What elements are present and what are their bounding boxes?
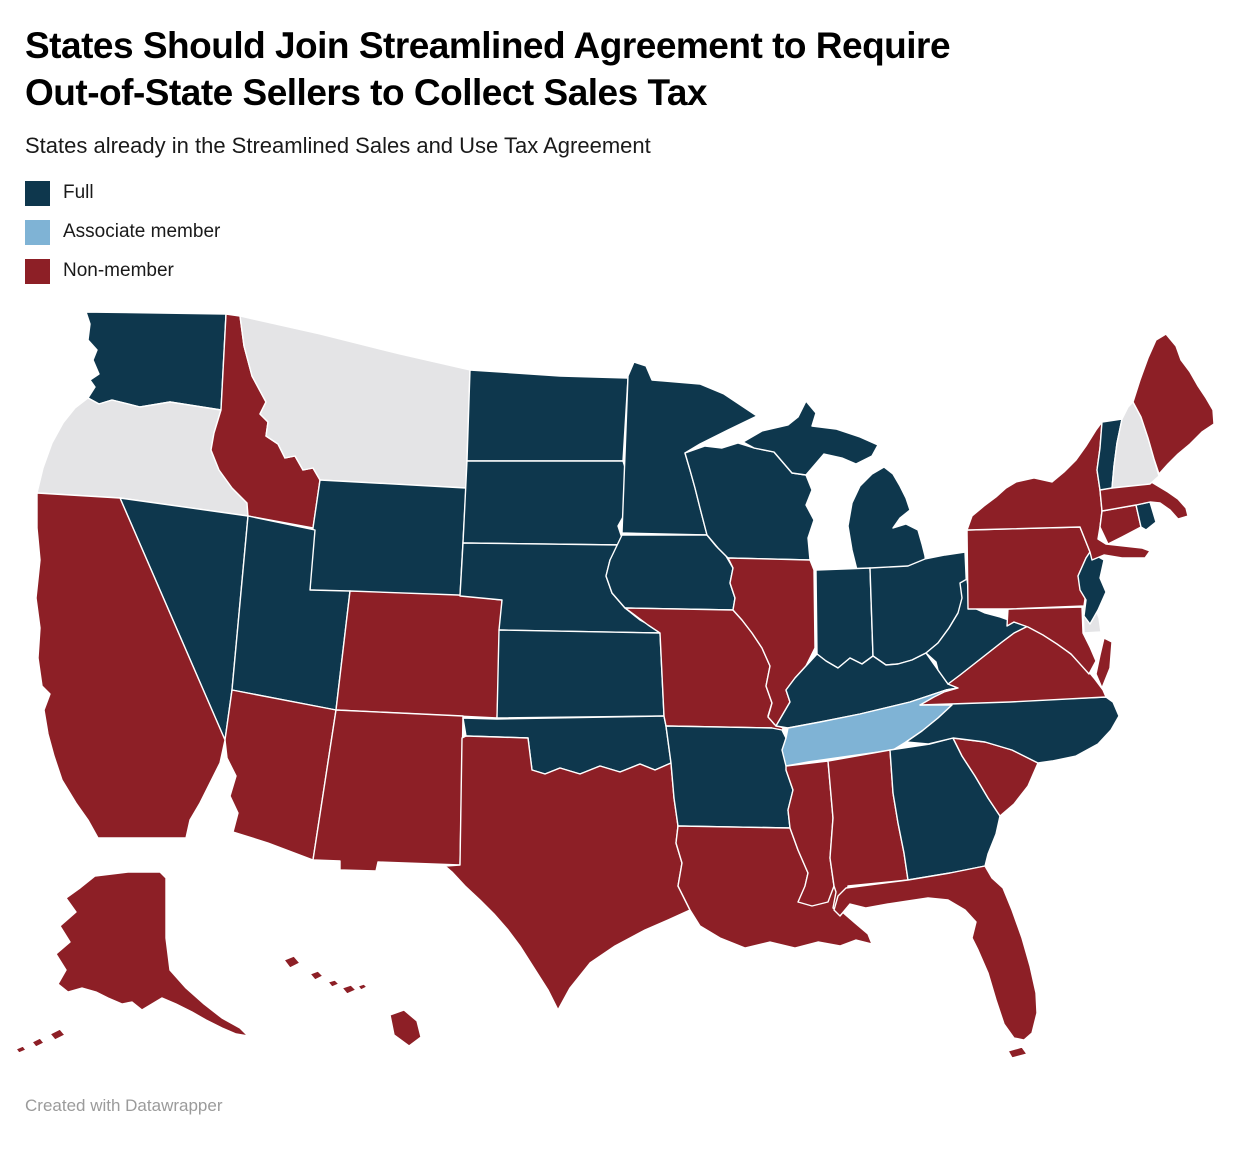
legend-swatch-full (25, 180, 50, 206)
legend-swatch-non-member (25, 258, 50, 284)
state-ar[interactable] (665, 725, 794, 829)
legend-item-associate: Associate member (25, 219, 1215, 245)
state-md[interactable] (1006, 606, 1113, 689)
state-wy[interactable] (309, 479, 467, 597)
state-pa[interactable] (966, 526, 1091, 610)
attribution: Created with Datawrapper (25, 1095, 223, 1115)
state-il[interactable] (727, 557, 816, 727)
state-wi[interactable] (684, 442, 815, 561)
us-choropleth-map (0, 298, 1240, 1088)
legend-label-associate: Associate member (63, 221, 221, 243)
legend-item-full: Full (25, 180, 1215, 206)
legend: Full Associate member Non-member (25, 180, 1215, 284)
state-nc[interactable] (905, 696, 1120, 764)
legend-label-non-member: Non-member (63, 260, 174, 282)
state-nd[interactable] (466, 369, 629, 462)
state-sd[interactable] (462, 460, 631, 546)
state-me[interactable] (1132, 333, 1215, 475)
state-nj[interactable] (1077, 551, 1107, 625)
legend-swatch-associate (25, 219, 50, 245)
state-wa[interactable] (85, 311, 227, 411)
legend-item-non-member: Non-member (25, 258, 1215, 284)
page-title: States Should Join Streamlined Agreement… (25, 25, 951, 114)
state-ca[interactable] (35, 492, 226, 839)
state-co[interactable] (335, 590, 503, 719)
state-fl[interactable] (833, 865, 1038, 1059)
state-nm[interactable] (312, 709, 464, 872)
state-ak[interactable] (15, 871, 249, 1054)
state-mt[interactable] (239, 315, 471, 489)
state-ks[interactable] (496, 629, 665, 719)
state-in[interactable] (815, 567, 874, 669)
legend-label-full: Full (63, 182, 94, 204)
subtitle: States already in the Streamlined Sales … (25, 132, 651, 158)
state-tx[interactable] (444, 735, 691, 1011)
state-hi[interactable] (283, 955, 422, 1047)
